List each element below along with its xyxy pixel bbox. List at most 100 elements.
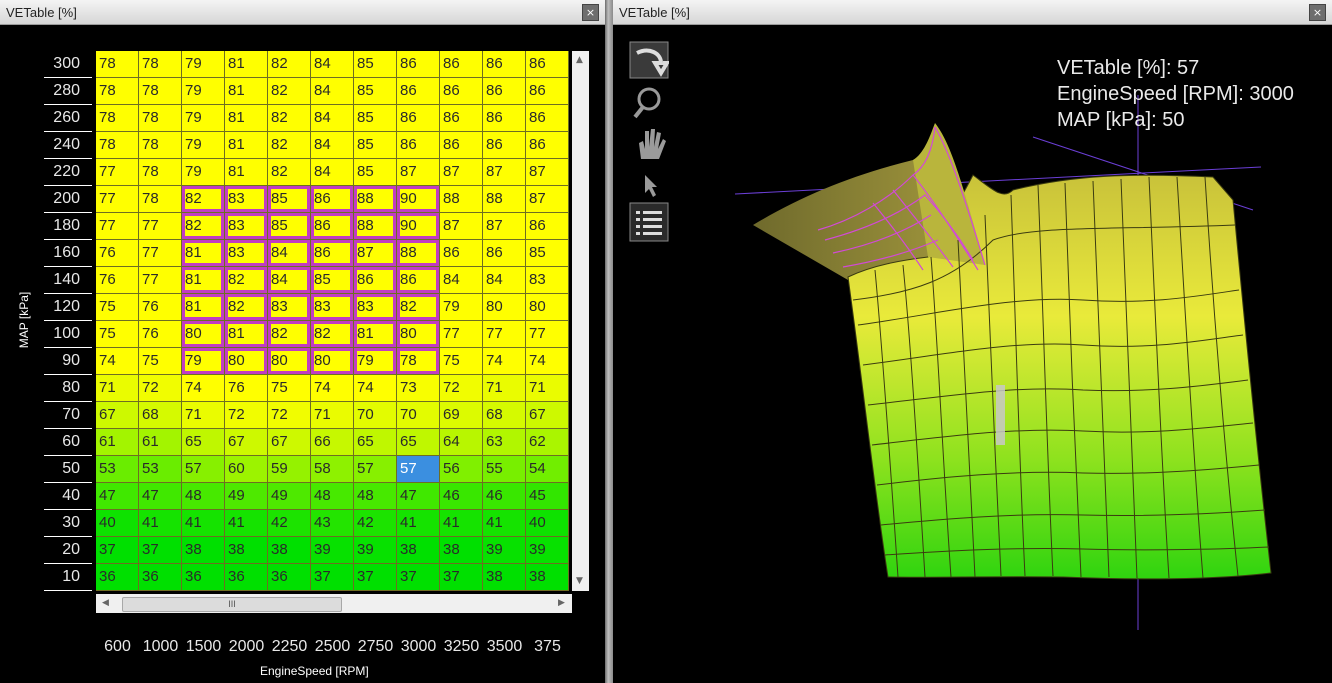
table-cell[interactable]: 75 <box>440 348 483 375</box>
close-icon[interactable]: × <box>1309 4 1326 21</box>
table-cell[interactable]: 76 <box>96 267 139 294</box>
table-cell[interactable]: 78 <box>139 159 182 186</box>
table-cell[interactable]: 84 <box>268 240 311 267</box>
list-icon[interactable] <box>627 202 671 242</box>
table-cell[interactable]: 46 <box>483 483 526 510</box>
table-cell[interactable]: 86 <box>483 105 526 132</box>
table-cell[interactable]: 48 <box>182 483 225 510</box>
table-cell[interactable]: 39 <box>526 537 569 564</box>
table-cell[interactable]: 41 <box>139 510 182 537</box>
surface-window-titlebar[interactable]: VETable [%] × <box>613 0 1332 25</box>
table-cell[interactable]: 84 <box>311 78 354 105</box>
table-cell[interactable]: 74 <box>526 348 569 375</box>
table-cell[interactable]: 36 <box>225 564 268 591</box>
table-cell[interactable]: 37 <box>96 537 139 564</box>
table-cell[interactable]: 82 <box>268 132 311 159</box>
table-cell[interactable]: 74 <box>182 375 225 402</box>
table-cell[interactable]: 83 <box>268 294 311 321</box>
table-cell[interactable]: 82 <box>311 321 354 348</box>
table-window-titlebar[interactable]: VETable [%] × <box>0 0 605 25</box>
table-cell[interactable]: 61 <box>139 429 182 456</box>
table-cell[interactable]: 48 <box>354 483 397 510</box>
table-cell[interactable]: 85 <box>354 159 397 186</box>
table-cell[interactable]: 75 <box>96 321 139 348</box>
table-cell[interactable]: 81 <box>225 51 268 78</box>
table-cell[interactable]: 57 <box>354 456 397 483</box>
table-cell[interactable]: 61 <box>96 429 139 456</box>
table-cell[interactable]: 80 <box>182 321 225 348</box>
table-cell[interactable]: 88 <box>483 186 526 213</box>
table-cell[interactable]: 73 <box>397 375 440 402</box>
table-cell[interactable]: 85 <box>354 105 397 132</box>
table-cell[interactable]: 42 <box>354 510 397 537</box>
table-cell[interactable]: 41 <box>440 510 483 537</box>
table-cell[interactable]: 82 <box>182 213 225 240</box>
close-icon[interactable]: × <box>582 4 599 21</box>
table-cell[interactable]: 86 <box>483 132 526 159</box>
table-cell[interactable]: 46 <box>440 483 483 510</box>
table-cell[interactable]: 76 <box>139 321 182 348</box>
table-cell[interactable]: 78 <box>139 78 182 105</box>
table-cell[interactable]: 41 <box>225 510 268 537</box>
scroll-left-icon[interactable]: ◀ <box>102 598 109 608</box>
table-cell[interactable]: 72 <box>268 402 311 429</box>
table-cell[interactable]: 47 <box>96 483 139 510</box>
table-cell[interactable]: 81 <box>182 294 225 321</box>
table-cell[interactable]: 86 <box>311 240 354 267</box>
table-cell[interactable]: 36 <box>182 564 225 591</box>
table-cell[interactable]: 82 <box>397 294 440 321</box>
table-cell[interactable]: 47 <box>397 483 440 510</box>
table-cell[interactable]: 85 <box>354 132 397 159</box>
table-cell[interactable]: 88 <box>440 186 483 213</box>
table-cell[interactable]: 38 <box>397 537 440 564</box>
table-cell[interactable]: 81 <box>225 132 268 159</box>
table-cell[interactable]: 77 <box>96 186 139 213</box>
table-cell[interactable]: 76 <box>139 294 182 321</box>
scroll-up-icon[interactable]: ▲ <box>576 55 583 65</box>
table-cell[interactable]: 75 <box>268 375 311 402</box>
table-cell[interactable]: 69 <box>440 402 483 429</box>
table-cell[interactable]: 84 <box>311 159 354 186</box>
table-cell[interactable]: 86 <box>483 240 526 267</box>
table-cell[interactable]: 83 <box>311 294 354 321</box>
table-cell[interactable]: 72 <box>225 402 268 429</box>
table-cell[interactable]: 85 <box>268 186 311 213</box>
table-cell[interactable]: 82 <box>268 105 311 132</box>
table-cell[interactable]: 78 <box>96 51 139 78</box>
table-cell[interactable]: 58 <box>311 456 354 483</box>
splitter[interactable] <box>605 0 613 683</box>
rotate-icon[interactable] <box>627 40 671 80</box>
table-cell[interactable]: 74 <box>354 375 397 402</box>
table-cell[interactable]: 79 <box>182 348 225 375</box>
table-cell[interactable]: 67 <box>225 429 268 456</box>
table-cell[interactable]: 80 <box>268 348 311 375</box>
table-cell[interactable]: 86 <box>526 78 569 105</box>
table-cell[interactable]: 79 <box>182 51 225 78</box>
table-cell[interactable]: 60 <box>225 456 268 483</box>
table-cell[interactable]: 86 <box>354 267 397 294</box>
table-cell[interactable]: 63 <box>483 429 526 456</box>
table-cell[interactable]: 37 <box>354 564 397 591</box>
table-cell[interactable]: 75 <box>139 348 182 375</box>
table-cell[interactable]: 86 <box>483 51 526 78</box>
table-cell[interactable]: 77 <box>526 321 569 348</box>
table-cell[interactable]: 39 <box>311 537 354 564</box>
ve-table-grid[interactable]: 78 78 79 81 82 84 85 86 86 86 86 78 78 79 81 82 84 85 86 86… <box>96 51 569 591</box>
table-cell[interactable]: 38 <box>225 537 268 564</box>
zoom-icon[interactable] <box>627 82 671 122</box>
table-cell[interactable]: 68 <box>139 402 182 429</box>
table-cell[interactable]: 87 <box>440 213 483 240</box>
table-cell[interactable]: 41 <box>182 510 225 537</box>
table-cell[interactable]: 37 <box>311 564 354 591</box>
table-cell[interactable]: 87 <box>526 159 569 186</box>
table-cell[interactable]: 86 <box>526 213 569 240</box>
table-cell[interactable]: 36 <box>139 564 182 591</box>
table-cell[interactable]: 70 <box>397 402 440 429</box>
table-cell[interactable]: 81 <box>225 105 268 132</box>
table-cell[interactable]: 83 <box>225 240 268 267</box>
table-cell[interactable]: 77 <box>139 213 182 240</box>
table-cell[interactable]: 78 <box>139 186 182 213</box>
table-cell[interactable]: 67 <box>268 429 311 456</box>
table-cell[interactable]: 85 <box>311 267 354 294</box>
table-cell[interactable]: 36 <box>268 564 311 591</box>
